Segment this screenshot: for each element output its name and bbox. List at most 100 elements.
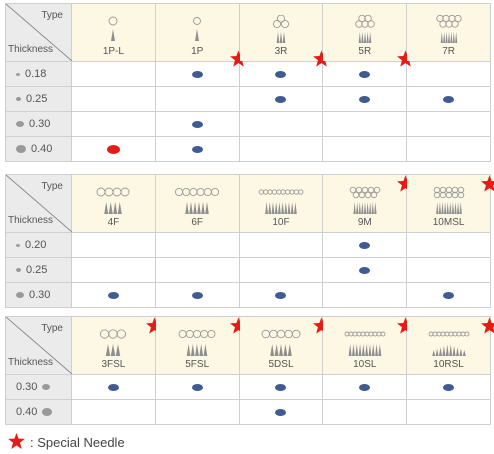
table-row: 0.40 bbox=[5, 136, 491, 162]
needle-flat-5-icon bbox=[156, 328, 239, 367]
availability-cell bbox=[406, 374, 491, 400]
availability-cell bbox=[154, 111, 240, 137]
availability-cell bbox=[238, 399, 324, 425]
needle-round-7-icon bbox=[407, 14, 490, 54]
thickness-cell: 0.18 bbox=[5, 61, 72, 87]
thickness-cell: 0.40 bbox=[5, 399, 72, 425]
diagonal-divider bbox=[6, 317, 72, 374]
thickness-value: 0.40 bbox=[31, 143, 53, 156]
needle-double-5-icon bbox=[240, 328, 323, 367]
column-header-3fsl: 3FSL bbox=[71, 316, 163, 375]
available-dot bbox=[275, 383, 287, 391]
thickness-dot-icon bbox=[16, 268, 21, 273]
column-name: 10RSL bbox=[433, 359, 464, 370]
needle-single-icon bbox=[156, 15, 239, 54]
header-row: Type Thickness 4F 6F 10F 9M 10MSL bbox=[5, 174, 494, 233]
star-icon bbox=[313, 317, 331, 339]
star-icon bbox=[397, 50, 415, 72]
type-label: Type bbox=[41, 323, 63, 334]
available-dot bbox=[191, 70, 203, 78]
thickness-label: Thickness bbox=[8, 215, 54, 226]
thickness-dot-icon bbox=[16, 72, 20, 76]
availability-cell bbox=[322, 86, 408, 112]
table-row: 0.30 bbox=[5, 374, 491, 400]
needle-table-2: Type Thickness 4F 6F 10F 9M 10MSL 0.20 0.25 0.30 bbox=[5, 174, 494, 308]
thickness-dot-icon bbox=[16, 243, 20, 247]
availability-cell bbox=[322, 61, 408, 87]
column-name: 10MSL bbox=[432, 217, 465, 228]
available-dot bbox=[443, 291, 455, 299]
available-dot bbox=[275, 291, 287, 299]
availability-cell bbox=[406, 111, 491, 137]
availability-cell bbox=[322, 282, 408, 308]
available-dot bbox=[275, 95, 287, 103]
availability-cell bbox=[71, 232, 156, 258]
available-dot bbox=[191, 383, 203, 391]
availability-cell bbox=[238, 111, 324, 137]
needle-flat-10-icon bbox=[240, 186, 323, 225]
availability-cell bbox=[154, 61, 240, 87]
available-dot bbox=[359, 70, 371, 78]
availability-cell bbox=[406, 282, 491, 308]
column-header-4f: 4F bbox=[71, 174, 156, 233]
available-dot bbox=[359, 383, 371, 391]
star-icon bbox=[145, 317, 163, 339]
available-dot bbox=[359, 241, 371, 249]
availability-cell bbox=[154, 232, 240, 258]
thickness-value: 0.25 bbox=[26, 93, 48, 106]
table-row: 0.30 bbox=[5, 111, 491, 137]
table-row: 0.40 bbox=[5, 399, 491, 425]
available-dot bbox=[107, 291, 119, 299]
needle-flat-4-icon bbox=[72, 186, 155, 225]
table-row: 0.25 bbox=[5, 257, 491, 283]
column-header-1p: 1P bbox=[154, 3, 247, 67]
availability-cell bbox=[238, 61, 324, 87]
availability-cell bbox=[154, 86, 240, 112]
thickness-dot-icon bbox=[16, 145, 26, 154]
column-header-9m: 9M bbox=[322, 174, 415, 233]
thickness-value: 0.20 bbox=[25, 239, 47, 252]
column-name: 10F bbox=[272, 217, 290, 228]
needle-round-10-icon bbox=[407, 328, 490, 367]
thickness-value: 0.30 bbox=[29, 118, 51, 131]
availability-cell bbox=[71, 86, 156, 112]
needle-round-3-icon bbox=[240, 14, 323, 54]
thickness-label: Thickness bbox=[8, 357, 54, 368]
column-header-10sl: 10SL bbox=[322, 316, 415, 375]
available-dot bbox=[191, 120, 203, 128]
thickness-dot-icon bbox=[16, 121, 24, 128]
availability-cell bbox=[406, 61, 491, 87]
availability-cell bbox=[322, 257, 408, 283]
available-dot bbox=[275, 70, 287, 78]
column-name: 10SL bbox=[353, 359, 377, 370]
column-name: 3R bbox=[274, 46, 288, 57]
column-header-1p-l: 1P-L bbox=[71, 3, 156, 62]
availability-cell bbox=[71, 374, 156, 400]
column-name: 4F bbox=[107, 217, 120, 228]
thickness-cell: 0.20 bbox=[5, 232, 72, 258]
thickness-cell: 0.30 bbox=[5, 374, 72, 400]
available-dot bbox=[191, 145, 203, 153]
availability-cell bbox=[322, 111, 408, 137]
table-row: 0.25 bbox=[5, 86, 491, 112]
availability-cell bbox=[406, 136, 491, 162]
availability-cell bbox=[406, 257, 491, 283]
availability-cell bbox=[71, 282, 156, 308]
availability-cell bbox=[238, 282, 324, 308]
column-header-10rsl: 10RSL bbox=[406, 316, 494, 375]
needle-magnum-10-icon bbox=[407, 186, 490, 225]
column-name: 1P bbox=[191, 46, 204, 57]
available-dot bbox=[443, 95, 455, 103]
availability-cell bbox=[154, 136, 240, 162]
thickness-dot-icon bbox=[42, 384, 51, 391]
availability-cell bbox=[71, 257, 156, 283]
available-dot bbox=[359, 266, 371, 274]
availability-cell bbox=[322, 399, 408, 425]
availability-cell bbox=[322, 136, 408, 162]
column-name: 3FSL bbox=[101, 359, 126, 370]
star-icon bbox=[481, 175, 494, 197]
availability-cell bbox=[238, 374, 324, 400]
header-row: Type Thickness 3FSL 5FSL 5DSL 10SL 10RSL bbox=[5, 316, 494, 375]
availability-cell bbox=[322, 232, 408, 258]
table-row: 0.20 bbox=[5, 232, 491, 258]
